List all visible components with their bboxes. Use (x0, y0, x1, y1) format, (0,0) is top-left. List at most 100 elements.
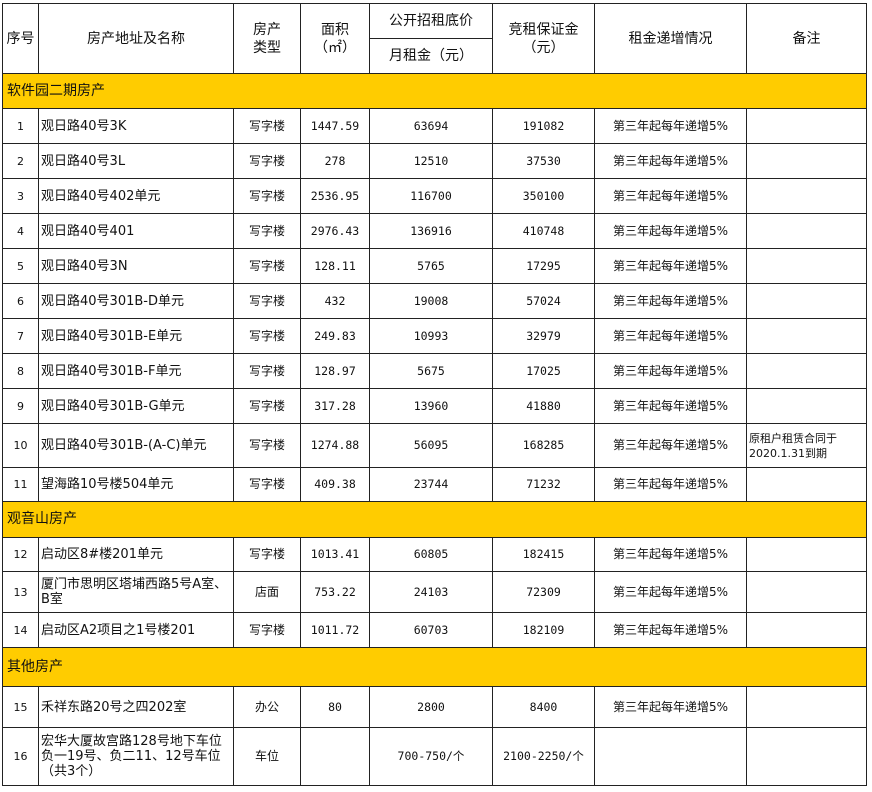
cell-note[interactable] (746, 388, 867, 424)
cell-area[interactable]: 80 (300, 686, 370, 728)
cell-deposit[interactable]: 410748 (492, 213, 595, 249)
cell-increase[interactable]: 第三年起每年递增5% (594, 467, 747, 502)
cell-deposit[interactable]: 182109 (492, 612, 595, 648)
cell-note[interactable] (746, 143, 867, 179)
cell-deposit[interactable]: 182415 (492, 537, 595, 572)
cell-increase[interactable]: 第三年起每年递增5% (594, 283, 747, 319)
cell-note[interactable] (746, 612, 867, 648)
cell-address[interactable]: 观日路40号301B-D单元 (38, 283, 234, 319)
cell-area[interactable]: 1274.88 (300, 423, 370, 468)
cell-type[interactable]: 写字楼 (233, 178, 301, 214)
cell-type[interactable]: 写字楼 (233, 612, 301, 648)
cell-rent[interactable]: 116700 (369, 178, 493, 214)
cell-no[interactable]: 2 (2, 143, 39, 179)
cell-rent[interactable]: 63694 (369, 108, 493, 144)
cell-area[interactable]: 128.97 (300, 353, 370, 389)
cell-rent[interactable]: 60703 (369, 612, 493, 648)
cell-note[interactable] (746, 353, 867, 389)
cell-address[interactable]: 观日路40号402单元 (38, 178, 234, 214)
cell-area[interactable]: 317.28 (300, 388, 370, 424)
cell-type[interactable]: 写字楼 (233, 537, 301, 572)
cell-increase[interactable]: 第三年起每年递增5% (594, 248, 747, 284)
section-title[interactable]: 观音山房产 (2, 501, 867, 538)
cell-type[interactable]: 车位 (233, 727, 301, 786)
cell-address[interactable]: 观日路40号301B-F单元 (38, 353, 234, 389)
cell-no[interactable]: 8 (2, 353, 39, 389)
cell-type[interactable]: 写字楼 (233, 388, 301, 424)
cell-address[interactable]: 启动区8#楼201单元 (38, 537, 234, 572)
cell-rent[interactable]: 56095 (369, 423, 493, 468)
cell-type[interactable]: 写字楼 (233, 248, 301, 284)
cell-deposit[interactable]: 2100-2250/个 (492, 727, 595, 786)
cell-note[interactable] (746, 108, 867, 144)
cell-rent[interactable]: 5765 (369, 248, 493, 284)
cell-note[interactable]: 原租户租赁合同于2020.1.31到期 (746, 423, 867, 468)
cell-address[interactable]: 望海路10号楼504单元 (38, 467, 234, 502)
cell-note[interactable] (746, 213, 867, 249)
cell-no[interactable]: 7 (2, 318, 39, 354)
cell-rent[interactable]: 700-750/个 (369, 727, 493, 786)
cell-increase[interactable]: 第三年起每年递增5% (594, 353, 747, 389)
cell-deposit[interactable]: 350100 (492, 178, 595, 214)
cell-deposit[interactable]: 17025 (492, 353, 595, 389)
cell-increase[interactable]: 第三年起每年递增5% (594, 423, 747, 468)
cell-increase[interactable]: 第三年起每年递增5% (594, 612, 747, 648)
cell-deposit[interactable]: 191082 (492, 108, 595, 144)
cell-rent[interactable]: 10993 (369, 318, 493, 354)
cell-deposit[interactable]: 8400 (492, 686, 595, 728)
cell-note[interactable] (746, 537, 867, 572)
cell-address[interactable]: 观日路40号301B-G单元 (38, 388, 234, 424)
cell-note[interactable] (746, 727, 867, 786)
section-title[interactable]: 其他房产 (2, 647, 867, 687)
cell-note[interactable] (746, 283, 867, 319)
cell-area[interactable]: 1011.72 (300, 612, 370, 648)
cell-address[interactable]: 观日路40号3N (38, 248, 234, 284)
cell-deposit[interactable]: 57024 (492, 283, 595, 319)
cell-deposit[interactable]: 37530 (492, 143, 595, 179)
cell-no[interactable]: 13 (2, 571, 39, 613)
cell-address[interactable]: 厦门市思明区塔埔西路5号A室、B室 (38, 571, 234, 613)
cell-address[interactable]: 观日路40号3K (38, 108, 234, 144)
cell-note[interactable] (746, 571, 867, 613)
cell-increase[interactable] (594, 727, 747, 786)
cell-area[interactable]: 753.22 (300, 571, 370, 613)
cell-type[interactable]: 写字楼 (233, 353, 301, 389)
cell-note[interactable] (746, 318, 867, 354)
cell-rent[interactable]: 5675 (369, 353, 493, 389)
cell-rent[interactable]: 12510 (369, 143, 493, 179)
cell-note[interactable] (746, 178, 867, 214)
cell-no[interactable]: 6 (2, 283, 39, 319)
cell-increase[interactable]: 第三年起每年递增5% (594, 571, 747, 613)
cell-no[interactable]: 11 (2, 467, 39, 502)
cell-no[interactable]: 4 (2, 213, 39, 249)
cell-type[interactable]: 店面 (233, 571, 301, 613)
cell-deposit[interactable]: 168285 (492, 423, 595, 468)
cell-rent[interactable]: 136916 (369, 213, 493, 249)
cell-address[interactable]: 启动区A2项目之1号楼201 (38, 612, 234, 648)
cell-address[interactable]: 禾祥东路20号之四202室 (38, 686, 234, 728)
cell-area[interactable]: 1447.59 (300, 108, 370, 144)
cell-no[interactable]: 3 (2, 178, 39, 214)
cell-no[interactable]: 12 (2, 537, 39, 572)
cell-area[interactable] (300, 727, 370, 786)
cell-deposit[interactable]: 32979 (492, 318, 595, 354)
cell-type[interactable]: 写字楼 (233, 318, 301, 354)
cell-area[interactable]: 249.83 (300, 318, 370, 354)
cell-rent[interactable]: 23744 (369, 467, 493, 502)
cell-area[interactable]: 2536.95 (300, 178, 370, 214)
section-title[interactable]: 软件园二期房产 (2, 73, 867, 109)
cell-note[interactable] (746, 248, 867, 284)
cell-increase[interactable]: 第三年起每年递增5% (594, 213, 747, 249)
cell-no[interactable]: 14 (2, 612, 39, 648)
cell-type[interactable]: 写字楼 (233, 467, 301, 502)
cell-area[interactable]: 278 (300, 143, 370, 179)
cell-no[interactable]: 16 (2, 727, 39, 786)
cell-no[interactable]: 5 (2, 248, 39, 284)
cell-deposit[interactable]: 72309 (492, 571, 595, 613)
cell-rent[interactable]: 19008 (369, 283, 493, 319)
cell-deposit[interactable]: 17295 (492, 248, 595, 284)
cell-type[interactable]: 写字楼 (233, 213, 301, 249)
cell-area[interactable]: 409.38 (300, 467, 370, 502)
cell-type[interactable]: 写字楼 (233, 143, 301, 179)
cell-area[interactable]: 432 (300, 283, 370, 319)
